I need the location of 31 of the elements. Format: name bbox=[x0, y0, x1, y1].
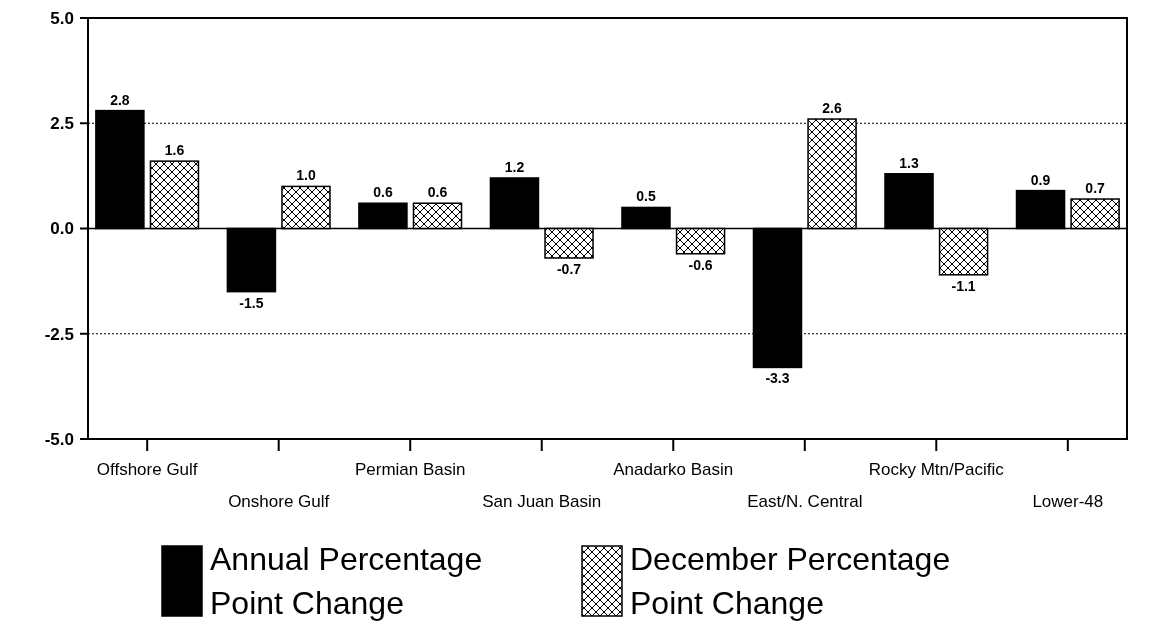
data-label: 0.5 bbox=[636, 188, 656, 205]
y-tick-label: -5.0 bbox=[44, 429, 74, 449]
data-label: -0.6 bbox=[688, 256, 713, 273]
y-tick-label: 0.0 bbox=[50, 219, 74, 239]
data-label: 1.2 bbox=[504, 158, 525, 175]
x-tick-label: Onshore Gulf bbox=[228, 492, 330, 511]
data-label: 0.6 bbox=[373, 184, 393, 201]
data-label: 2.6 bbox=[822, 100, 842, 117]
y-tick-label: 2.5 bbox=[50, 114, 74, 134]
x-tick-label: San Juan Basin bbox=[482, 492, 602, 511]
x-tick-label: East/N. Central bbox=[747, 492, 863, 511]
x-tick-label: Offshore Gulf bbox=[96, 460, 198, 479]
data-label: 1.6 bbox=[164, 142, 185, 159]
data-label: 1.3 bbox=[899, 154, 919, 171]
data-label: 1.0 bbox=[296, 167, 316, 184]
data-label: -1.5 bbox=[239, 294, 264, 311]
x-tick-label: Anadarko Basin bbox=[613, 460, 734, 479]
legend-label: Annual Percentage Point Change bbox=[210, 541, 492, 621]
data-label: 0.7 bbox=[1085, 180, 1106, 197]
x-tick-label: Lower-48 bbox=[1032, 492, 1104, 511]
y-tick-label: 5.0 bbox=[50, 8, 74, 28]
data-label: 0.6 bbox=[427, 184, 448, 201]
legend-label: December Percentage Point Change bbox=[630, 541, 960, 621]
data-label: -0.7 bbox=[556, 260, 582, 277]
data-label: -1.1 bbox=[951, 277, 976, 294]
x-tick-label: Permian Basin bbox=[354, 460, 466, 479]
data-label: 2.8 bbox=[110, 91, 130, 108]
y-tick-label: -2.5 bbox=[44, 324, 74, 344]
x-tick-label: Rocky Mtn/Pacific bbox=[868, 460, 1005, 479]
data-label: -3.3 bbox=[765, 370, 790, 387]
data-label: 0.9 bbox=[1030, 171, 1051, 188]
